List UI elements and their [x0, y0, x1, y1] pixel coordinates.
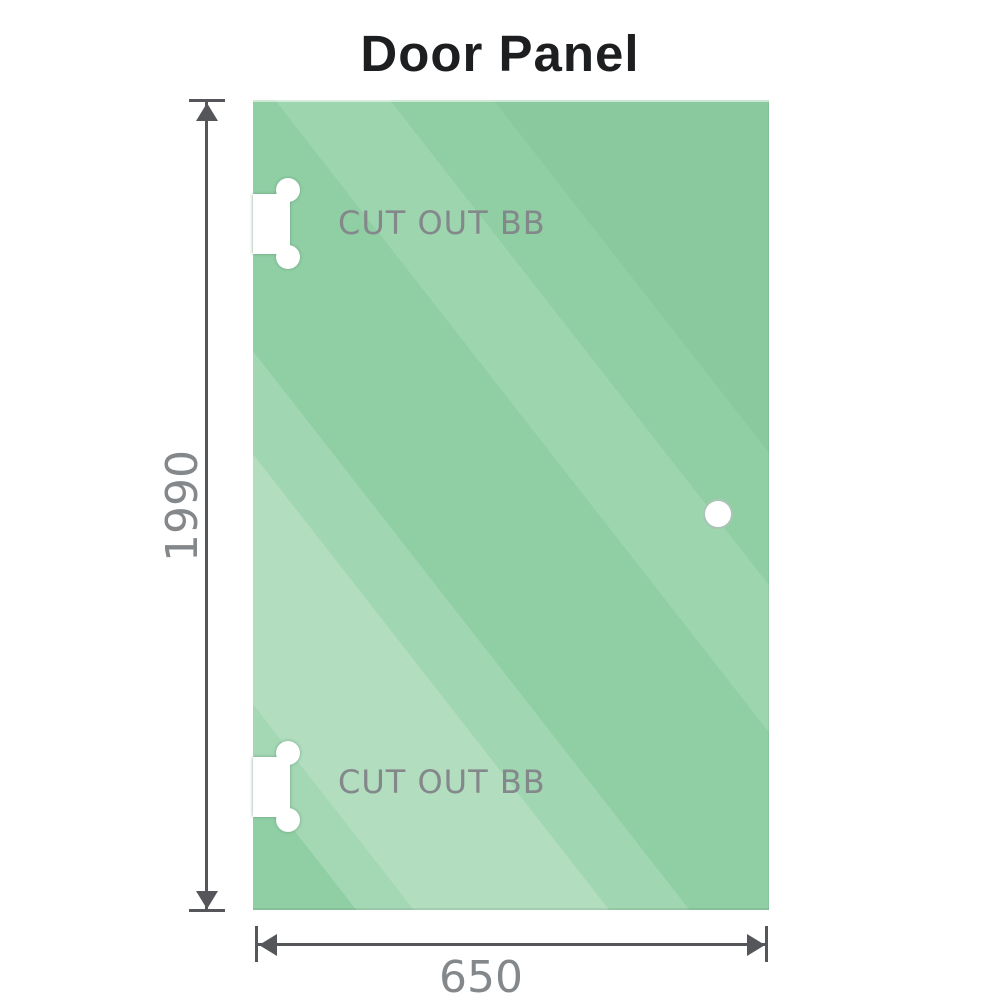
dimension-line — [205, 101, 208, 910]
arrow-right-icon — [747, 934, 765, 956]
diagram-title: Door Panel — [360, 25, 640, 82]
handle-hole — [703, 499, 733, 529]
glass-panel: CUT OUT BB CUT OUT BB — [253, 100, 769, 910]
dimension-cap — [765, 926, 768, 962]
cutout-rect — [253, 757, 290, 817]
hinge-cutout-top — [253, 176, 305, 272]
cutout-label-bottom: CUT OUT BB — [338, 763, 546, 801]
dimension-cap — [189, 99, 225, 102]
height-dimension-label: 1990 — [156, 450, 208, 562]
dimension-line — [257, 943, 767, 946]
arrow-up-icon — [196, 103, 218, 121]
dimension-cap — [189, 909, 225, 912]
dimension-cap — [255, 926, 258, 962]
arrow-down-icon — [196, 891, 218, 909]
hinge-cutout-bottom — [253, 739, 305, 835]
arrow-left-icon — [259, 934, 277, 956]
cutout-rect — [253, 194, 290, 254]
width-dimension-label: 650 — [439, 951, 523, 1000]
cutout-label-top: CUT OUT BB — [338, 204, 546, 242]
